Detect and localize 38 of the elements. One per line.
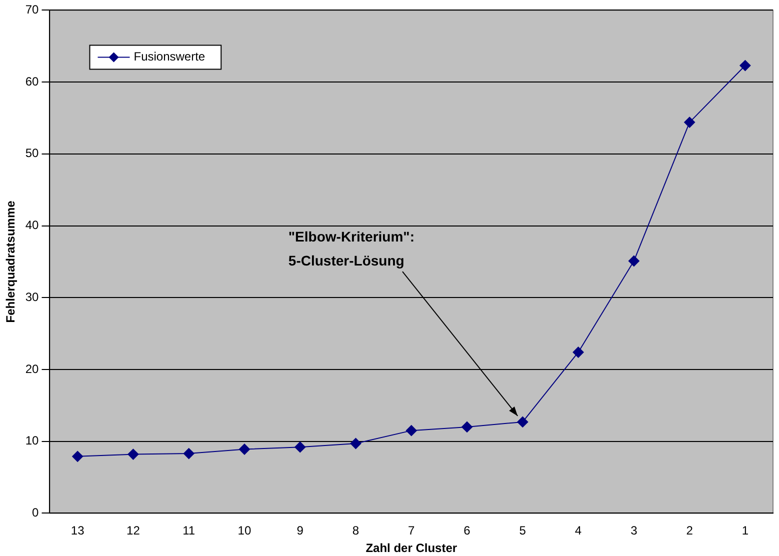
x-tick-label: 11 <box>182 524 196 538</box>
legend-label: Fusionswerte <box>134 50 206 64</box>
point <box>238 444 250 455</box>
point <box>183 448 194 460</box>
point <box>572 346 584 358</box>
point <box>72 450 84 462</box>
point <box>684 116 696 128</box>
y-tick-label: 30 <box>25 290 40 304</box>
point <box>517 416 528 428</box>
point <box>462 421 473 432</box>
x-tick-label: 9 <box>296 524 304 538</box>
y-tick-label: 20 <box>25 362 40 376</box>
annotation: "Elbow-Kriterium": 5-Cluster-Lösung <box>288 228 414 269</box>
x-tick-label: 13 <box>70 524 85 538</box>
x-tick-label: 8 <box>352 524 360 538</box>
y-tick-label: 10 <box>25 434 40 448</box>
y-tick-label: 50 <box>25 146 40 160</box>
y-axis-title: Fehlerquadratsumme <box>4 200 18 323</box>
x-tick-label: 2 <box>686 524 694 538</box>
point <box>128 448 139 460</box>
point <box>294 442 306 453</box>
x-tick-label: 12 <box>126 524 140 538</box>
point <box>740 60 751 72</box>
x-tick-label: 6 <box>464 524 471 538</box>
point <box>628 255 640 266</box>
x-tick-label: 4 <box>574 524 582 538</box>
x-tick-label: 10 <box>238 524 252 538</box>
point <box>406 425 417 436</box>
x-tick-label: 7 <box>408 524 416 538</box>
y-tick-label: 60 <box>25 74 40 88</box>
y-tick-label: 0 <box>32 506 40 520</box>
y-tick-label: 40 <box>25 218 40 232</box>
point <box>350 438 362 449</box>
x-axis-title: Zahl der Cluster <box>366 541 458 556</box>
x-tick-label: 5 <box>519 524 526 538</box>
x-tick-label: 3 <box>630 524 638 538</box>
y-tick-label: 70 <box>25 2 40 17</box>
x-tick-label: 1 <box>742 524 749 538</box>
